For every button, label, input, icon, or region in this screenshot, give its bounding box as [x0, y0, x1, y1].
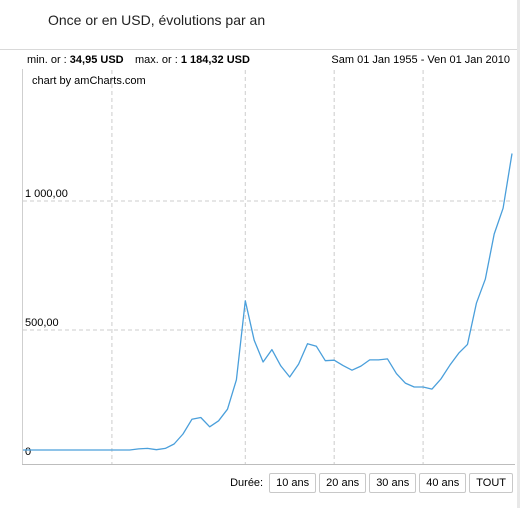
max-value: 1 184,32 USD	[180, 54, 250, 66]
series-line-0	[23, 153, 513, 451]
header-divider	[0, 49, 520, 50]
duration-10-ans-button[interactable]: 10 ans	[269, 473, 317, 493]
max-label: max. or :	[135, 54, 181, 66]
y-tick-label-0: 0	[25, 446, 31, 458]
chart-area	[22, 69, 516, 465]
duration-label: Durée:	[230, 477, 264, 489]
duration-tout-button[interactable]: TOUT	[469, 473, 513, 493]
scrollbar-edge	[517, 0, 520, 508]
duration-40-ans-button[interactable]: 40 ans	[419, 473, 467, 493]
max-gold-info: max. or : 1 184,32 USD	[135, 54, 250, 66]
min-gold-info: min. or : 34,95 USD	[27, 54, 124, 66]
y-tick-label-1: 500,00	[25, 317, 59, 329]
chart-credit: chart by amCharts.com	[32, 75, 146, 87]
duration-controls: Durée: 10 ans 20 ans 30 ans 40 ans TOUT	[230, 473, 513, 493]
min-value: 34,95 USD	[69, 54, 124, 66]
duration-30-ans-button[interactable]: 30 ans	[369, 473, 417, 493]
y-tick-label-2: 1 000,00	[25, 188, 68, 200]
date-range: Sam 01 Jan 1955 - Ven 01 Jan 2010	[331, 54, 510, 66]
min-label: min. or :	[27, 54, 70, 66]
duration-20-ans-button[interactable]: 20 ans	[319, 473, 367, 493]
chart-title: Once or en USD, évolutions par an	[48, 12, 266, 28]
